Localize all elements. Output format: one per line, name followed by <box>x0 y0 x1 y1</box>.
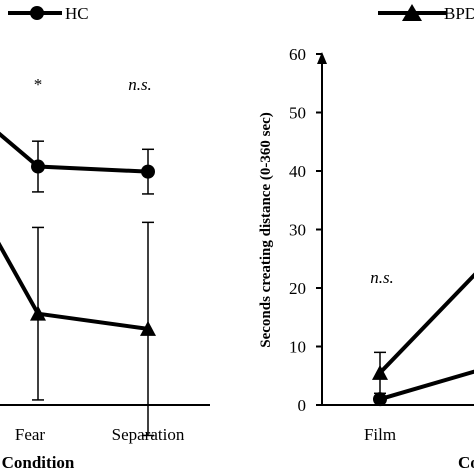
right-y-ticks: 0 10 20 30 40 50 60 <box>289 45 322 415</box>
legend-bpd-marker <box>402 4 422 21</box>
left-point-bpd-separation <box>140 320 156 336</box>
y-tick-label-20: 20 <box>289 279 306 298</box>
left-series-bpd-line <box>0 241 149 331</box>
x-tick-label-film: Film <box>364 425 396 444</box>
legend-bpd-label: BPD <box>444 4 474 23</box>
right-series-hc-line <box>379 369 474 402</box>
left-x-axis-title: Condition <box>2 453 75 472</box>
left-point-hc-fear <box>31 159 45 174</box>
right-x-axis-title: Co <box>458 453 474 472</box>
y-tick-label-30: 30 <box>289 221 306 240</box>
annotation-film: n.s. <box>370 268 394 287</box>
legend-hc-marker <box>30 6 44 20</box>
legend-hc-label: HC <box>65 4 89 23</box>
right-y-axis-title: Seconds creating distance (0-360 sec) <box>258 112 274 348</box>
y-tick-label-50: 50 <box>289 104 306 123</box>
left-series-hc-line <box>0 131 149 174</box>
y-tick-label-10: 10 <box>289 338 306 357</box>
y-tick-label-60: 60 <box>289 45 306 64</box>
y-tick-label-40: 40 <box>289 162 306 181</box>
y-tick-label-0: 0 <box>298 396 307 415</box>
annotation-fear: * <box>34 75 43 94</box>
right-panel: BPD Seconds creating distance (0-360 sec… <box>258 4 474 472</box>
right-y-axis-arrow <box>317 52 327 64</box>
right-point-bpd-film <box>372 364 388 380</box>
left-data-marks <box>0 131 156 437</box>
right-series-bpd-line <box>378 272 474 375</box>
left-panel: HC * n.s. Fear Separation Condition <box>0 4 210 472</box>
left-point-bpd-fear <box>30 305 46 321</box>
x-tick-label-fear: Fear <box>15 425 46 444</box>
right-point-hc-film <box>373 392 387 407</box>
left-point-hc-separation <box>141 164 155 179</box>
right-data-marks <box>372 272 474 407</box>
annotation-separation: n.s. <box>128 75 152 94</box>
